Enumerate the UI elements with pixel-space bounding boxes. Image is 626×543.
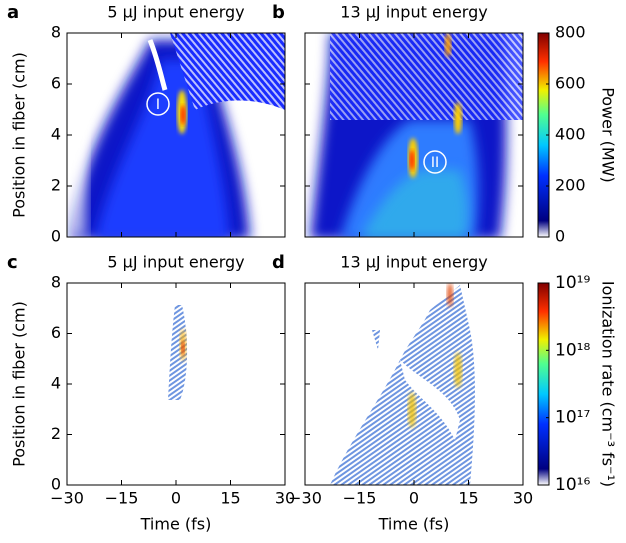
x-tick-label: 0 — [409, 489, 419, 508]
annotation-circle — [146, 92, 170, 116]
y-tick-label: 8 — [51, 273, 61, 292]
colorbar-tick-label: 600 — [555, 74, 586, 93]
colorbar-tick-label: 10¹⁶ — [555, 475, 590, 495]
panel-letter: b — [272, 2, 285, 23]
colorbar-tick-label: 0 — [555, 227, 565, 246]
y-tick-label: 8 — [51, 23, 61, 42]
x-tick-label: 30 — [513, 489, 533, 508]
y-tick-label: 6 — [51, 323, 61, 342]
y-axis-label: Position in fiber (cm) — [10, 52, 29, 218]
y-axis-label: Position in fiber (cm) — [10, 301, 29, 467]
y-tick-label: 0 — [51, 475, 61, 494]
x-tick-label: −30 — [50, 489, 84, 508]
panel-title: 13 μJ input energy — [340, 3, 487, 22]
colorbar-label: Power (MW) — [599, 87, 618, 183]
x-tick-label: 30 — [275, 489, 295, 508]
colorbar-tick-label: 10¹⁸ — [555, 340, 590, 360]
x-tick-label: 15 — [220, 489, 240, 508]
colorbar-label: Ionization rate (cm⁻³ fs⁻¹) — [599, 281, 618, 487]
annotation: I — [156, 97, 160, 113]
panel-title: 5 μJ input energy — [107, 253, 244, 272]
colorbar-tick-label: 800 — [555, 23, 586, 42]
y-tick-label: 4 — [51, 374, 61, 393]
colorbar-tick-label: 10¹⁹ — [555, 273, 590, 293]
heatmap-image — [330, 283, 475, 485]
annotation: II — [431, 155, 439, 171]
panel-title: 5 μJ input energy — [107, 3, 244, 22]
y-tick-label: 6 — [51, 74, 61, 93]
panel-title: 13 μJ input energy — [340, 253, 487, 272]
heatmap-image — [168, 305, 188, 400]
y-tick-label: 2 — [51, 424, 61, 443]
x-tick-label: −15 — [105, 489, 139, 508]
x-tick-label: −30 — [288, 489, 322, 508]
colorbar — [537, 282, 550, 486]
panel-letter: a — [7, 2, 19, 23]
annotation-circle — [423, 150, 447, 174]
y-tick-label: 4 — [51, 125, 61, 144]
y-tick-label: 2 — [51, 176, 61, 195]
x-axis-label: Time (fs) — [378, 515, 450, 534]
heatmap-image — [310, 33, 523, 237]
x-axis-label: Time (fs) — [140, 515, 212, 534]
x-tick-label: −15 — [343, 489, 377, 508]
panel-letter: d — [272, 252, 285, 273]
panel-letter: c — [7, 252, 18, 273]
colorbar-tick-label: 400 — [555, 125, 586, 144]
colorbar-tick-label: 10¹⁷ — [555, 408, 590, 428]
x-tick-label: 0 — [171, 489, 181, 508]
y-tick-label: 0 — [51, 227, 61, 246]
heatmap-image — [67, 33, 285, 237]
colorbar-tick-label: 200 — [555, 176, 586, 195]
x-tick-label: 15 — [458, 489, 478, 508]
